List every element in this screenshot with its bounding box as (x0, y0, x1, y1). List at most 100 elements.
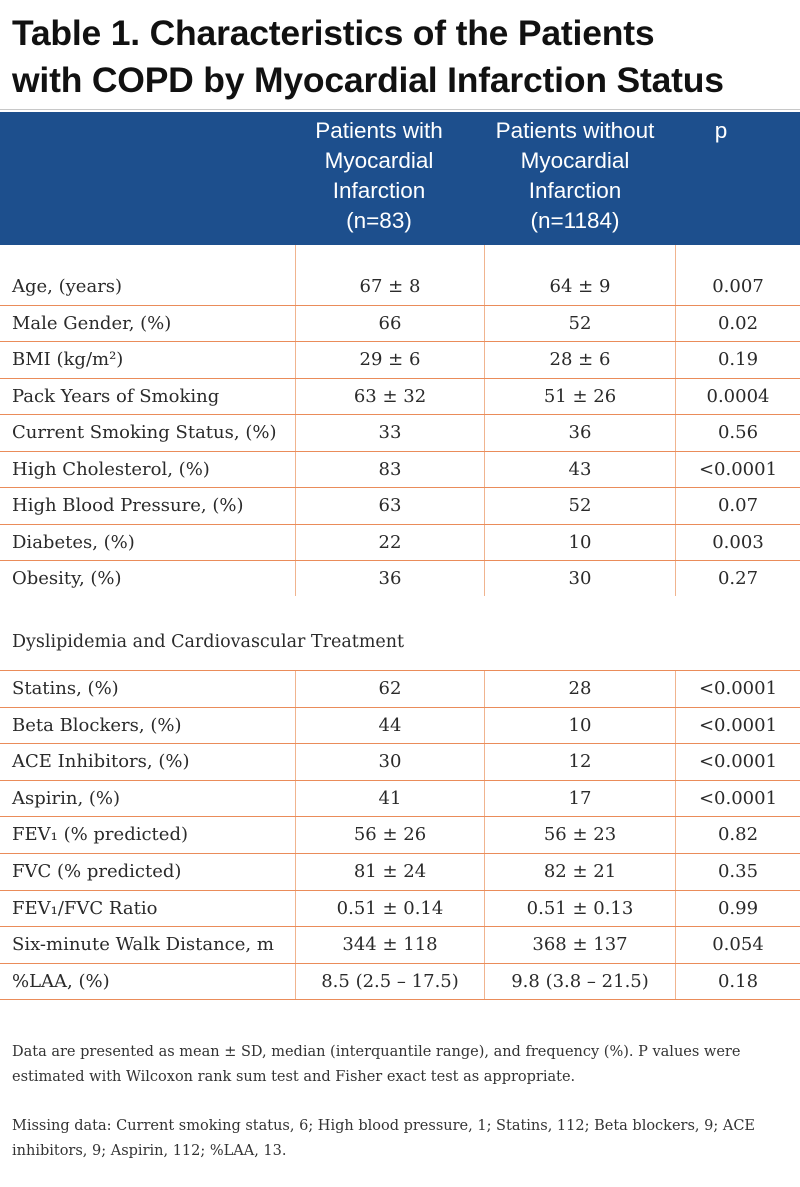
value-with-mi: 66 (378, 312, 402, 334)
value-with-mi: 44 (378, 714, 402, 736)
value-without-mi: 51 ± 26 (543, 385, 617, 407)
table-title: Table 1. Characteristics of the Patients… (12, 10, 800, 104)
value-with-mi: 63 (378, 495, 402, 516)
p-value: 0.0004 (706, 385, 770, 407)
table-row: Statins, (%) 62 28 <0.0001 (0, 671, 800, 707)
value-with-mi: 30 (378, 751, 402, 773)
row-label: Diabetes, (%) (12, 531, 135, 553)
value-without-mi: 17 (568, 787, 592, 809)
row-divider (0, 487, 800, 488)
header-text: Myocardial (520, 148, 630, 173)
value-with-mi: 0.51 ± 0.14 (336, 897, 444, 919)
p-value: 0.007 (712, 276, 764, 297)
table-row: Age, (years) 67 ± 8 64 ± 9 0.007 (0, 269, 800, 305)
value-with-mi: 344 ± 118 (342, 934, 438, 956)
value-with-mi: 36 (378, 568, 402, 589)
table-row: ACE Inhibitors, (%) 30 12 <0.0001 (0, 744, 800, 780)
value-without-mi: 368 ± 137 (532, 934, 628, 956)
row-divider (0, 743, 800, 745)
row-label: Six-minute Walk Distance, m (12, 934, 274, 956)
row-divider (0, 341, 800, 342)
p-value: 0.18 (717, 970, 759, 992)
row-divider (0, 926, 800, 928)
p-value: 0.99 (717, 897, 759, 919)
value-without-mi: 43 (568, 458, 592, 480)
section-title: Dyslipidemia and Cardiovascular Treatmen… (12, 632, 405, 652)
table-row: High Cholesterol, (%) 83 43 <0.0001 (0, 452, 800, 488)
value-without-mi: 28 ± 6 (549, 349, 611, 370)
row-label: Current Smoking Status, (%) (12, 422, 277, 443)
row-label: FVC (% predicted) (12, 861, 182, 882)
value-without-mi: 64 ± 9 (549, 276, 611, 297)
row-divider (0, 304, 800, 306)
value-without-mi: 36 (568, 422, 592, 443)
table-row: Pack Years of Smoking 63 ± 32 51 ± 26 0.000… (0, 379, 800, 415)
value-without-mi: 10 (568, 714, 592, 736)
footnote-data-presentation: Data are presented as mean ± SD, median … (12, 1044, 741, 1085)
p-value: 0.35 (717, 861, 759, 882)
table-header: Patients with Myocardial Infarction (n=8… (0, 112, 800, 245)
table-row: Obesity, (%) 36 30 0.27 (0, 561, 800, 597)
value-with-mi: 83 (378, 458, 402, 480)
value-with-mi: 22 (378, 531, 402, 553)
p-value: <0.0001 (698, 751, 778, 773)
p-value: 0.02 (717, 312, 759, 334)
row-label: Beta Blockers, (%) (12, 714, 182, 736)
row-divider (0, 853, 800, 854)
value-without-mi: 30 (568, 568, 592, 589)
column-divider (484, 670, 485, 1000)
row-divider (0, 889, 800, 891)
value-with-mi: 67 ± 8 (359, 276, 421, 297)
value-without-mi: 9.8 (3.8 – 21.5) (511, 970, 649, 992)
table-row: Current Smoking Status, (%) 33 36 0.56 (0, 415, 800, 451)
p-value: <0.0001 (698, 787, 778, 809)
row-divider (0, 450, 800, 452)
table-row: Six-minute Walk Distance, m 344 ± 118 368 … (0, 927, 800, 963)
row-divider (0, 414, 800, 415)
value-with-mi: 8.5 (2.5 – 17.5) (321, 970, 459, 992)
row-label: FEV₁/FVC Ratio (12, 897, 158, 919)
value-with-mi: 81 ± 24 (353, 861, 427, 882)
column-divider (675, 245, 676, 596)
p-value: <0.0001 (698, 678, 778, 699)
p-value: 0.003 (712, 531, 764, 553)
table-title-line-1: Table 1. Characteristics of the Patients (12, 13, 655, 53)
value-without-mi: 10 (568, 531, 592, 553)
p-value: 0.054 (712, 934, 764, 956)
p-value: 0.27 (717, 568, 759, 589)
row-label: FEV₁ (% predicted) (12, 824, 188, 846)
p-value: 0.19 (717, 349, 759, 370)
table-row: FVC (% predicted) 81 ± 24 82 ± 21 0.35 (0, 854, 800, 890)
header-text: Infarction (332, 178, 426, 203)
p-value: 0.56 (717, 422, 759, 443)
value-with-mi: 62 (378, 678, 402, 699)
value-without-mi: 52 (568, 312, 592, 334)
row-divider (0, 779, 800, 781)
table-bottom-rule (0, 999, 800, 1000)
value-without-mi: 52 (568, 495, 592, 516)
table-row: Aspirin, (%) 41 17 <0.0001 (0, 781, 800, 817)
row-label: Aspirin, (%) (12, 787, 121, 809)
p-value: <0.0001 (698, 458, 778, 480)
value-without-mi: 82 ± 21 (543, 861, 617, 882)
p-value: 0.82 (717, 824, 759, 846)
value-with-mi: 63 ± 32 (353, 385, 427, 407)
footnote-missing-data: Missing data: Current smoking status, 6;… (12, 1118, 756, 1159)
row-label: Male Gender, (%) (12, 312, 172, 334)
table-row: FEV₁ (% predicted) 56 ± 26 56 ± 23 0.82 (0, 817, 800, 853)
value-with-mi: 33 (378, 422, 402, 443)
value-without-mi: 0.51 ± 0.13 (526, 897, 634, 919)
table-row: BMI (kg/m²) 29 ± 6 28 ± 6 0.19 (0, 342, 800, 378)
header-patients-without-mi: Patients without Myocardial Infarction (… (478, 116, 672, 236)
header-text: Infarction (528, 178, 622, 203)
column-divider (675, 670, 676, 1000)
row-divider (0, 377, 800, 379)
table-title-line-2: with COPD by Myocardial Infarction Statu… (12, 60, 724, 100)
row-label: BMI (kg/m²) (12, 349, 124, 370)
table-row: %LAA, (%) 8.5 (2.5 – 17.5) 9.8 (3.8 – 21.5… (0, 964, 800, 1000)
p-value: <0.0001 (698, 714, 778, 736)
header-patients-with-mi: Patients with Myocardial Infarction (n=8… (296, 116, 462, 236)
value-without-mi: 56 ± 23 (543, 824, 617, 846)
row-divider (0, 523, 800, 525)
row-label: Pack Years of Smoking (12, 385, 220, 407)
